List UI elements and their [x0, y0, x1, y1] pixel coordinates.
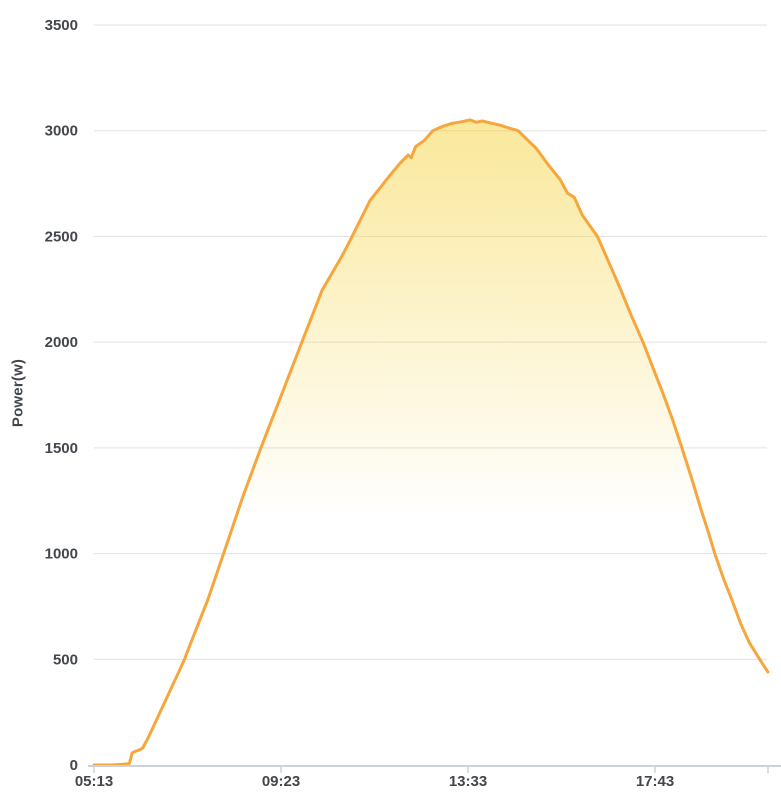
area-fill	[94, 119, 768, 765]
x-tick-label: 05:13	[75, 773, 113, 790]
y-axis-title: Power(w)	[9, 358, 27, 428]
y-tick-label: 2000	[45, 334, 78, 351]
y-tick-label: 3500	[45, 17, 78, 34]
y-tick-label: 3000	[45, 123, 78, 140]
power-line	[92, 118, 770, 767]
x-tick-label: 13:33	[449, 773, 487, 790]
y-tick-label: 1500	[45, 440, 78, 457]
y-tick-label: 0	[70, 757, 78, 774]
x-tick-label: 09:23	[262, 773, 300, 790]
y-tick-label: 500	[53, 651, 78, 668]
y-tick-label: 1000	[45, 546, 78, 563]
x-tick-label: 17:43	[636, 773, 674, 790]
y-tick-label: 2500	[45, 228, 78, 245]
